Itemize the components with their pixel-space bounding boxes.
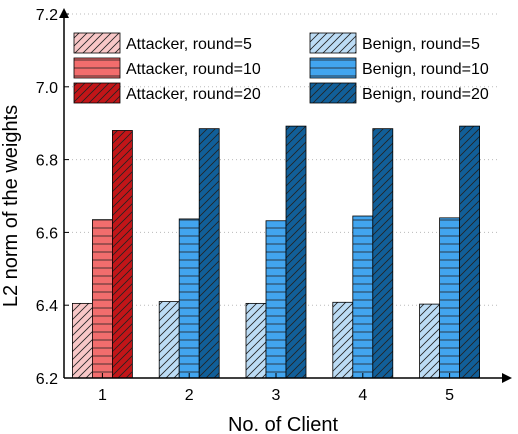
y-tick-label-4: 7.0 [36,80,58,97]
legend-label-3: Benign, round=5 [362,36,480,53]
bar-client-2-series-4 [178,218,200,379]
x-axis-arrow [502,373,512,383]
legend-swatch-1 [73,57,121,79]
legend-swatch-0 [73,32,121,54]
legend-swatch-5 [309,82,357,104]
y-tick-label-3: 6.8 [36,153,58,170]
bar-client-4-series-5 [372,128,394,379]
x-axis-label: No. of Client [228,414,338,434]
legend-swatch-4 [309,57,357,79]
legend-label-2: Attacker, round=20 [126,86,261,103]
legend-label-1: Attacker, round=10 [126,61,261,78]
bar-client-1-series-0 [72,302,93,379]
legend-label-5: Benign, round=20 [362,86,489,103]
bar-client-3-series-3 [245,302,267,379]
x-tick-label-3: 3 [272,387,281,404]
x-tick-label-1: 1 [98,387,107,404]
bar-client-3-series-4 [265,220,287,379]
y-tick-label-5: 7.2 [36,7,58,24]
x-tick-label-5: 5 [445,387,454,404]
bar-client-5-series-4 [439,217,461,379]
bar-client-4-series-3 [332,301,354,379]
x-tick-label-4: 4 [358,387,367,404]
y-tick-label-2: 6.6 [36,225,58,242]
legend-label-4: Benign, round=10 [362,61,489,78]
bar-client-3-series-5 [285,125,307,379]
bar-client-4-series-4 [352,215,374,379]
y-axis-label: L2 norm of the weights [0,105,22,307]
bar-client-2-series-5 [198,128,220,379]
bar-client-5-series-5 [459,125,481,379]
axes: 6.2 6.4 6.6 6.8 7.0 7.2 1 2 3 4 5 [36,7,512,404]
y-axis-arrow [59,8,69,18]
x-tick-label-2: 2 [185,387,194,404]
bar-client-1-series-1 [92,219,113,379]
y-tick-label-0: 6.2 [36,371,58,388]
legend-swatch-2 [73,82,121,104]
legend-label-0: Attacker, round=5 [126,36,252,53]
legend-swatch-3 [309,32,357,54]
bars [72,125,481,379]
bar-client-1-series-2 [112,130,133,379]
bar-client-2-series-3 [158,301,180,379]
legend: Attacker, round=5 Attacker, round=10 Attac… [73,32,489,104]
bar-client-5-series-3 [419,303,441,379]
y-tick-label-1: 6.4 [36,298,58,315]
